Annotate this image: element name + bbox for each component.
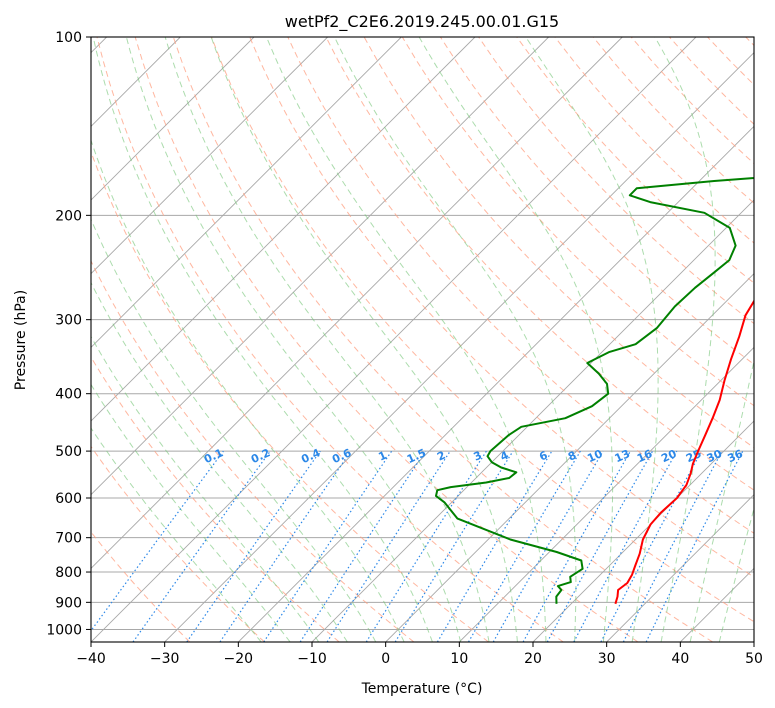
- chart-title: wetPf2_C2E6.2019.245.00.01.G15: [285, 12, 559, 32]
- y-tick-label: 600: [55, 491, 82, 507]
- moist-adiabat: [91, 427, 262, 642]
- isotherm-line: [91, 37, 476, 422]
- y-tick-label: 300: [55, 313, 82, 329]
- x-tick-label: 0: [381, 651, 390, 667]
- dry-adiabat: [91, 356, 340, 642]
- isotherm-line: [91, 37, 255, 201]
- mixing-ratio-label: 36: [726, 447, 746, 465]
- dry-adiabat: [91, 445, 265, 642]
- x-tick-label: 40: [671, 651, 689, 667]
- mixing-ratio-line: [186, 450, 321, 642]
- isotherm-line: [91, 37, 549, 496]
- plot-area: 0.10.20.40.611.52346810131620253036-100-…: [91, 37, 754, 642]
- mixing-ratio-line: [91, 450, 224, 632]
- moist-adiabat: [334, 37, 577, 642]
- mixing-ratio-label: 10: [585, 447, 605, 465]
- moist-adiabat: [654, 37, 716, 642]
- isotherm-line: [385, 273, 754, 642]
- dry-adiabat: [249, 37, 754, 578]
- moist-adiabat: [266, 37, 547, 642]
- mixing-ratio-label: 13: [613, 447, 632, 465]
- moist-adiabat: [91, 138, 405, 642]
- x-tick-label: 50: [745, 651, 763, 667]
- pressure-gridlines: [91, 37, 754, 630]
- isotherm-line: [91, 37, 328, 275]
- dry-adiabat: [516, 37, 754, 284]
- dry-adiabat-lines: [91, 37, 754, 642]
- x-tick-label: −30: [150, 651, 180, 667]
- mixing-ratio-line: [645, 450, 744, 642]
- x-axis: −40 −30 −20 −10 0 10 20 30 40 50: [76, 642, 763, 667]
- y-tick-label: 800: [55, 565, 82, 581]
- temperature-profile: [614, 299, 754, 605]
- mixing-ratio-label: 16: [635, 447, 655, 465]
- x-tick-label: −40: [76, 651, 106, 667]
- isotherm-line: [459, 346, 754, 642]
- mixing-ratio-label: 20: [659, 447, 679, 465]
- dewpoint-profile: [435, 176, 754, 604]
- x-tick-label: 20: [524, 651, 542, 667]
- y-axis-label: Pressure (hPa): [13, 290, 29, 390]
- x-axis-label: Temperature (°C): [361, 681, 483, 697]
- dry-adiabat: [325, 37, 754, 491]
- moist-adiabat: [418, 37, 614, 642]
- dry-adiabat: [96, 37, 564, 642]
- moist-adiabat: [91, 218, 377, 642]
- mixing-ratio-line: [219, 450, 352, 642]
- moist-adiabat: [125, 37, 462, 642]
- plot-frame: [90, 36, 755, 643]
- y-tick-label: 400: [55, 387, 82, 403]
- x-tick-label: −20: [224, 651, 254, 667]
- x-tick-label: 30: [598, 651, 616, 667]
- dry-adiabat: [172, 37, 713, 642]
- profile-series: [435, 176, 754, 605]
- isotherm-line: [91, 37, 402, 348]
- isotherm-line: [164, 52, 754, 642]
- mixing-ratio-label: 30: [705, 447, 725, 465]
- moist-adiabat: [689, 358, 754, 642]
- x-tick-label: 10: [450, 651, 468, 667]
- moist-adiabat: [164, 37, 490, 642]
- y-tick-label: 1000: [46, 622, 82, 638]
- isotherm-line: [91, 37, 623, 569]
- mixing-ratio-line: [394, 450, 514, 642]
- y-axis: 1000 900 800 700 600 500 400 300 200 100: [46, 30, 91, 638]
- isotherm-line: [91, 37, 697, 642]
- y-tick-label: 700: [55, 531, 82, 547]
- moist-adiabat: [91, 383, 291, 642]
- mixing-ratio-line: [299, 450, 426, 642]
- moist-adiabat: [210, 37, 518, 642]
- isotherm-line: [606, 494, 754, 642]
- moist-adiabat: [91, 335, 320, 642]
- isotherm-lines: [91, 37, 754, 642]
- y-tick-label: 200: [55, 208, 82, 224]
- mixing-ratio-line: [263, 450, 393, 642]
- moist-adiabat: [92, 37, 433, 642]
- moist-adiabat: [525, 37, 659, 642]
- mixing-ratio-line: [573, 450, 678, 642]
- mixing-ratio-line: [326, 450, 451, 642]
- y-tick-label: 100: [55, 30, 82, 46]
- mixing-ratio-line: [132, 450, 271, 642]
- moist-adiabat: [718, 506, 754, 642]
- y-tick-label: 900: [55, 595, 82, 611]
- mixing-ratio-line: [522, 450, 632, 642]
- mixing-ratio-line: [546, 450, 654, 642]
- moist-adiabat: [91, 281, 348, 642]
- dry-adiabat: [211, 37, 754, 623]
- dry-adiabat: [91, 259, 415, 642]
- x-tick-label: −10: [297, 651, 327, 667]
- dry-adiabat: [287, 37, 754, 534]
- y-tick-label: 500: [55, 444, 82, 460]
- isotherm-line: [238, 125, 754, 642]
- mixing-ratio-lines: [91, 450, 744, 642]
- isotherm-line: [532, 420, 754, 642]
- moist-adiabat-lines: [91, 37, 754, 642]
